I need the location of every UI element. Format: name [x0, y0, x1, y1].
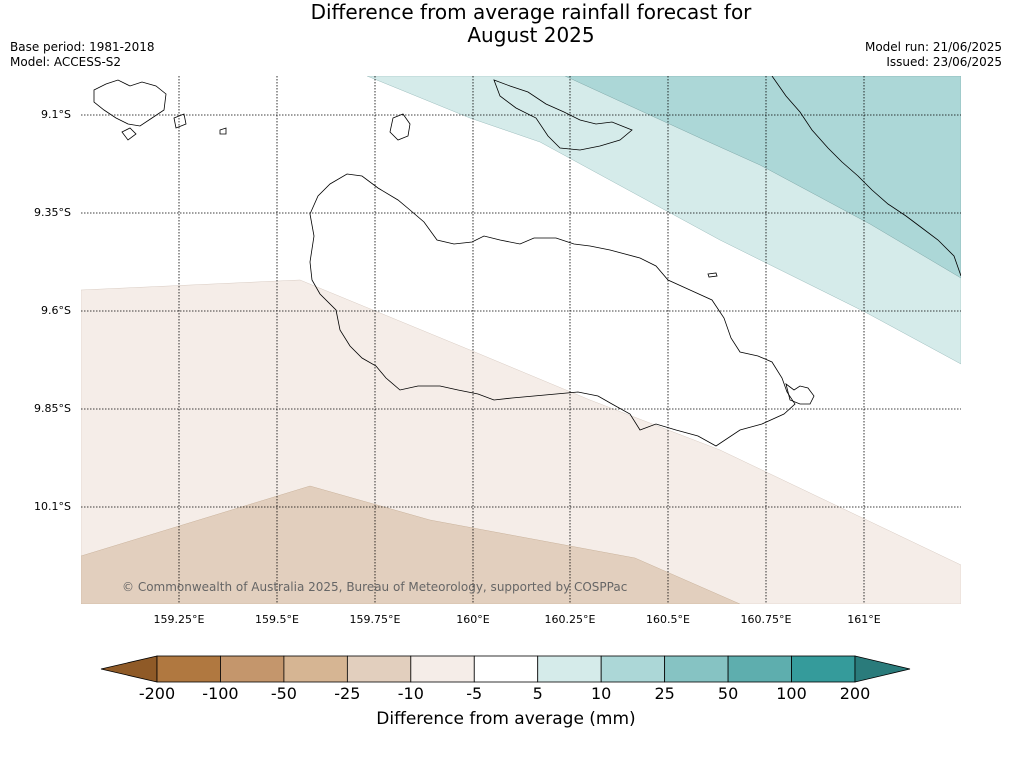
map-title-line2: August 2025: [467, 23, 595, 47]
colorbar-tick-label: -200: [138, 684, 176, 703]
band-25-50: [564, 76, 961, 279]
colorbar-tick-label: -25: [334, 684, 361, 703]
colorbar-swatch: [664, 655, 729, 683]
lat-label: 9.1°S: [41, 108, 71, 121]
colorbar-swatch: [473, 655, 539, 683]
colorbar-swatch: [537, 655, 602, 683]
model-name: Model: ACCESS-S2: [10, 55, 122, 69]
model-run: Model run: 21/06/2025: [864, 40, 1002, 54]
lat-label: 9.35°S: [34, 206, 71, 219]
colorbar-tick-label: 10: [590, 684, 612, 703]
lon-label: 159.25°E: [153, 613, 205, 626]
colorbar-swatch: [283, 655, 348, 683]
lon-label: 160.25°E: [544, 613, 596, 626]
colorbar-title: Difference from average (mm): [376, 709, 636, 729]
colorbar-tick-label: -10: [397, 684, 424, 703]
colorbar-tick-label: -5: [466, 684, 483, 703]
guadalcanal-coastline: [309, 173, 796, 447]
florida-islands-coastline: [93, 79, 167, 127]
florida-islet-a: [121, 127, 137, 141]
marau-islets-coastline: [785, 383, 815, 405]
colorbar-tick-label: 100: [776, 684, 807, 703]
colorbar-tick-label: 5: [532, 684, 543, 703]
colorbar-tick-label: -100: [202, 684, 239, 703]
lon-label: 160.75°E: [740, 613, 792, 626]
map-title-line1: Difference from average rainfall forecas…: [310, 0, 752, 24]
base-period: Base period: 1981-2018: [10, 40, 155, 54]
florida-islet-b: [173, 113, 187, 129]
colorbar-swatch: [727, 655, 792, 683]
lon-label: 160.5°E: [646, 613, 690, 626]
issued-date: Issued: 23/06/2025: [886, 55, 1002, 69]
malaita-coastline: [493, 79, 633, 151]
lon-label: 159.5°E: [255, 613, 299, 626]
colorbar-tick-label: 200: [839, 684, 871, 703]
colorbar-swatch: [410, 655, 475, 683]
copyright-notice: © Commonwealth of Australia 2025, Bureau…: [122, 580, 628, 594]
lat-label: 9.6°S: [41, 304, 71, 317]
colorbar-extend-low: [100, 655, 158, 683]
lon-label: 159.75°E: [349, 613, 401, 626]
colorbar-swatch: [346, 655, 412, 683]
lat-label: 10.1°S: [34, 500, 71, 513]
colorbar-swatch: [600, 655, 666, 683]
colorbar-tick-label: 50: [717, 684, 739, 703]
colorbar-swatch: [220, 655, 285, 683]
islet-coastline: [707, 272, 718, 278]
colorbar-swatch: [156, 655, 221, 683]
florida-islet-c: [219, 127, 227, 135]
colorbar: [100, 655, 911, 683]
colorbar-tick-label: 25: [654, 684, 675, 703]
lon-label: 160°E: [456, 613, 490, 626]
colorbar-tick-label: -50: [270, 684, 297, 703]
lat-label: 9.85°S: [34, 402, 71, 415]
colorbar-extend-high: [854, 655, 911, 683]
colorbar-swatch: [791, 655, 856, 683]
band-neg25-neg10: [81, 485, 741, 604]
graticule: [81, 76, 961, 604]
lon-label: 161°E: [847, 613, 881, 626]
savo-island-coastline: [389, 113, 411, 141]
